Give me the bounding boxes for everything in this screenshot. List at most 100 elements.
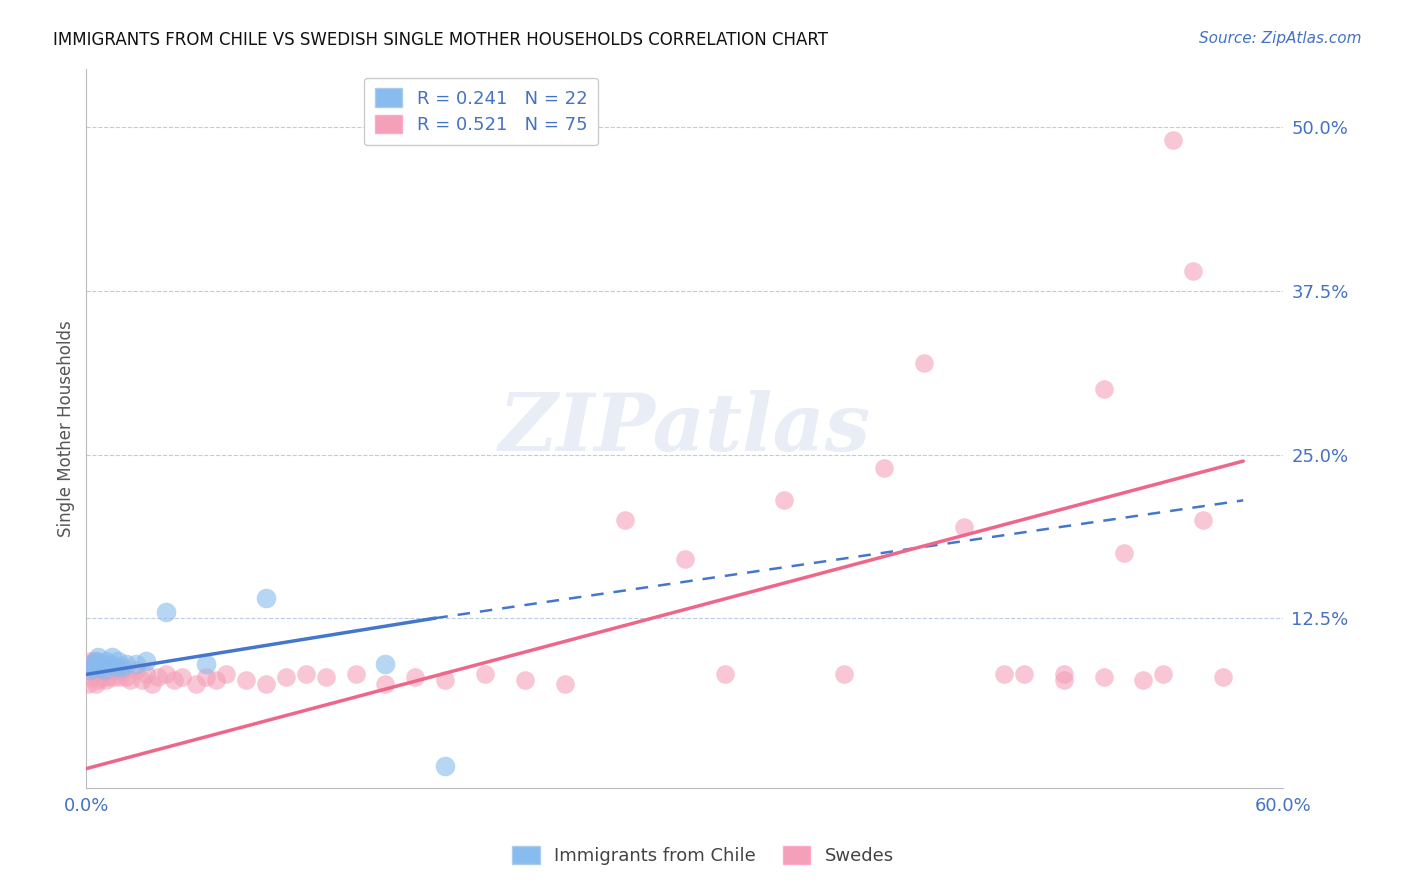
- Point: [1152, 667, 1174, 681]
- Point: [87, 650, 110, 665]
- Point: [87, 664, 110, 678]
- Point: [135, 654, 157, 668]
- Y-axis label: Single Mother Households: Single Mother Households: [58, 320, 75, 537]
- Point: [115, 670, 138, 684]
- Point: [404, 670, 426, 684]
- Point: [101, 659, 124, 673]
- Point: [274, 670, 297, 684]
- Point: [155, 667, 177, 681]
- Legend: R = 0.241   N = 22, R = 0.521   N = 75: R = 0.241 N = 22, R = 0.521 N = 75: [364, 78, 598, 145]
- Point: [87, 673, 110, 687]
- Point: [87, 657, 110, 671]
- Point: [105, 664, 128, 678]
- Point: [713, 667, 735, 681]
- Point: [89, 659, 111, 673]
- Point: [141, 676, 163, 690]
- Point: [101, 650, 124, 665]
- Point: [254, 676, 277, 690]
- Point: [93, 664, 115, 678]
- Point: [1192, 513, 1215, 527]
- Point: [155, 605, 177, 619]
- Text: IMMIGRANTS FROM CHILE VS SWEDISH SINGLE MOTHER HOUSEHOLDS CORRELATION CHART: IMMIGRANTS FROM CHILE VS SWEDISH SINGLE …: [53, 31, 828, 49]
- Point: [91, 670, 114, 684]
- Point: [474, 667, 496, 681]
- Point: [613, 513, 636, 527]
- Point: [82, 657, 104, 671]
- Point: [374, 657, 396, 671]
- Point: [120, 673, 142, 687]
- Point: [254, 591, 277, 606]
- Point: [344, 667, 367, 681]
- Point: [1112, 546, 1135, 560]
- Point: [83, 664, 105, 678]
- Point: [673, 552, 696, 566]
- Point: [873, 460, 896, 475]
- Point: [79, 654, 101, 668]
- Point: [513, 673, 536, 687]
- Point: [294, 667, 316, 681]
- Point: [77, 676, 100, 690]
- Point: [93, 664, 115, 678]
- Point: [832, 667, 855, 681]
- Point: [82, 657, 104, 671]
- Point: [111, 664, 134, 678]
- Point: [84, 659, 107, 673]
- Point: [184, 676, 207, 690]
- Point: [912, 356, 935, 370]
- Point: [79, 659, 101, 673]
- Point: [773, 493, 796, 508]
- Point: [315, 670, 337, 684]
- Point: [1163, 134, 1185, 148]
- Point: [194, 670, 217, 684]
- Point: [96, 659, 118, 673]
- Point: [170, 670, 193, 684]
- Point: [953, 519, 976, 533]
- Text: Source: ZipAtlas.com: Source: ZipAtlas.com: [1198, 31, 1361, 46]
- Point: [1092, 670, 1115, 684]
- Point: [89, 667, 111, 681]
- Point: [194, 657, 217, 671]
- Point: [84, 654, 107, 668]
- Point: [1053, 673, 1076, 687]
- Point: [107, 654, 129, 668]
- Point: [91, 657, 114, 671]
- Point: [1053, 667, 1076, 681]
- Point: [235, 673, 257, 687]
- Point: [125, 664, 148, 678]
- Point: [205, 673, 228, 687]
- Point: [98, 664, 121, 678]
- Text: ZIPatlas: ZIPatlas: [499, 390, 870, 467]
- Point: [108, 670, 131, 684]
- Point: [84, 654, 107, 668]
- Point: [135, 667, 157, 681]
- Point: [1182, 264, 1205, 278]
- Point: [89, 659, 111, 673]
- Point: [96, 673, 118, 687]
- Point: [97, 670, 120, 684]
- Point: [434, 673, 457, 687]
- Point: [82, 670, 104, 684]
- Point: [993, 667, 1015, 681]
- Point: [103, 670, 125, 684]
- Point: [105, 659, 128, 673]
- Point: [1132, 673, 1154, 687]
- Point: [215, 667, 238, 681]
- Point: [1212, 670, 1234, 684]
- Point: [146, 670, 169, 684]
- Point: [1012, 667, 1035, 681]
- Point: [96, 654, 118, 668]
- Point: [163, 673, 186, 687]
- Point: [83, 659, 105, 673]
- Point: [374, 676, 396, 690]
- Point: [115, 657, 138, 671]
- Point: [84, 676, 107, 690]
- Point: [434, 759, 457, 773]
- Point: [554, 676, 576, 690]
- Point: [131, 673, 153, 687]
- Point: [1092, 382, 1115, 396]
- Legend: Immigrants from Chile, Swedes: Immigrants from Chile, Swedes: [505, 838, 901, 872]
- Point: [83, 654, 105, 668]
- Point: [91, 657, 114, 671]
- Point: [79, 664, 101, 678]
- Point: [125, 657, 148, 671]
